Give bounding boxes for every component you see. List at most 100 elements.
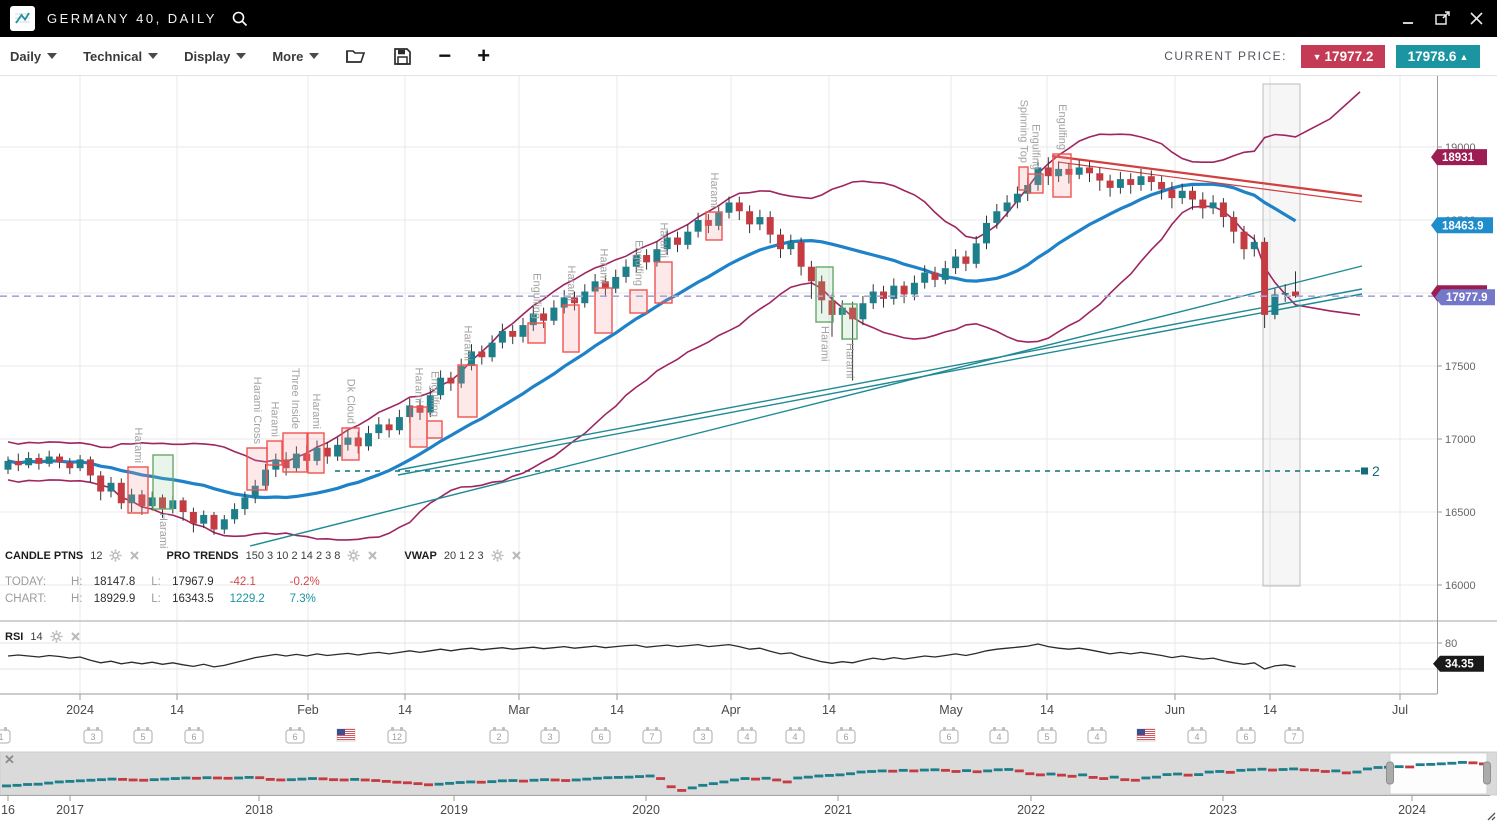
svg-text:17500: 17500 bbox=[1445, 361, 1476, 373]
chart-stats-row: CHART: H: 18929.9 L: 16343.5 1229.2 7.3% bbox=[5, 593, 316, 605]
more-menu[interactable]: More bbox=[272, 49, 320, 64]
chevron-down-icon bbox=[47, 53, 58, 59]
svg-text:14: 14 bbox=[1040, 703, 1054, 717]
svg-text:2024: 2024 bbox=[66, 703, 94, 717]
indicator-name: VWAP bbox=[404, 549, 437, 562]
calendar-event-icon[interactable]: 6 bbox=[591, 727, 611, 744]
calendar-event-icon[interactable]: 7 bbox=[642, 727, 662, 744]
pattern-label: Harami bbox=[269, 402, 281, 437]
open-folder-icon[interactable] bbox=[345, 47, 367, 65]
today-low: 17967.9 bbox=[172, 576, 214, 588]
pattern-box bbox=[341, 427, 360, 461]
calendar-event-icon[interactable]: 12 bbox=[387, 727, 407, 744]
pattern-label: Engulfing bbox=[633, 240, 645, 286]
svg-text:4: 4 bbox=[792, 732, 797, 742]
price-badge bbox=[1435, 289, 1495, 306]
zoom-out-button[interactable]: − bbox=[438, 43, 452, 68]
pattern-label: Harami Cross bbox=[251, 377, 263, 445]
zoom-in-button[interactable]: + bbox=[477, 43, 491, 68]
technical-menu[interactable]: Technical bbox=[83, 49, 159, 64]
price-badge bbox=[1431, 217, 1493, 234]
calendar-event-icon[interactable]: 1 bbox=[0, 727, 11, 744]
arrow-down-icon: ▼ bbox=[1312, 52, 1322, 62]
today-change: -42.1 bbox=[229, 576, 256, 588]
economic-calendar-row[interactable]: 1 3 5 6 6 12 2 3 6 7 3 4 4 6 6 4 5 4 4 6 7 bbox=[0, 727, 1304, 744]
svg-text:7: 7 bbox=[1291, 732, 1296, 742]
remove-indicator-icon[interactable] bbox=[129, 550, 140, 561]
remove-indicator-icon[interactable] bbox=[367, 550, 378, 561]
calendar-event-icon[interactable]: 2 bbox=[489, 727, 509, 744]
calendar-event-icon[interactable]: 3 bbox=[693, 727, 713, 744]
pattern-box bbox=[841, 303, 858, 340]
sell-price-button[interactable]: ▼ 17977.2 bbox=[1301, 44, 1385, 68]
settings-gear-icon[interactable] bbox=[347, 549, 360, 562]
calendar-event-icon[interactable]: 6 bbox=[1236, 727, 1256, 744]
svg-text:16000: 16000 bbox=[1445, 580, 1476, 592]
buy-price-button[interactable]: 17978.6 ▲ bbox=[1396, 44, 1480, 68]
pattern-box bbox=[705, 211, 723, 241]
pattern-box bbox=[246, 447, 268, 491]
navigator-selection[interactable] bbox=[1389, 752, 1488, 795]
range-navigator[interactable]: 16 2017 2018 2019 2020 2021 2022 2023 2024 bbox=[0, 751, 1497, 817]
calendar-event-icon[interactable]: 4 bbox=[1087, 727, 1107, 744]
us-flag-icon[interactable] bbox=[336, 728, 356, 742]
calendar-event-icon[interactable]: 5 bbox=[133, 727, 153, 744]
navigator-handle[interactable] bbox=[1386, 761, 1394, 785]
svg-text:14: 14 bbox=[610, 703, 624, 717]
pattern-label: Spinning Top bbox=[1018, 100, 1030, 163]
indicator-params: 150 3 10 2 14 2 3 8 bbox=[245, 549, 341, 562]
svg-text:6: 6 bbox=[191, 732, 196, 742]
svg-text:2018: 2018 bbox=[245, 803, 273, 817]
calendar-event-icon[interactable]: 6 bbox=[836, 727, 856, 744]
calendar-event-icon[interactable]: 4 bbox=[1187, 727, 1207, 744]
pattern-box bbox=[409, 406, 428, 448]
title-bar: GERMANY 40, DAILY bbox=[0, 0, 1497, 37]
timeframe-menu[interactable]: Daily bbox=[10, 49, 58, 64]
navigator-handle[interactable] bbox=[1483, 761, 1491, 785]
svg-text:2017: 2017 bbox=[56, 803, 84, 817]
gridlines bbox=[0, 75, 1437, 694]
pattern-label: Harami bbox=[819, 326, 831, 361]
resize-grip[interactable] bbox=[1487, 812, 1496, 821]
calendar-event-icon[interactable]: 3 bbox=[83, 727, 103, 744]
stats-label: TODAY: bbox=[5, 576, 47, 588]
calendar-event-icon[interactable]: 6 bbox=[184, 727, 204, 744]
today-session-band bbox=[1262, 83, 1301, 587]
remove-indicator-icon[interactable] bbox=[70, 631, 81, 642]
calendar-event-icon[interactable]: 7 bbox=[1284, 727, 1304, 744]
candle-patterns-indicator: CANDLE PTNS 12 bbox=[5, 549, 140, 562]
svg-text:4: 4 bbox=[744, 732, 749, 742]
remove-indicator-icon[interactable] bbox=[511, 550, 522, 561]
save-icon[interactable] bbox=[393, 47, 412, 66]
us-flag-icon[interactable] bbox=[1136, 728, 1156, 742]
settings-gear-icon[interactable] bbox=[50, 630, 63, 643]
pattern-label: Harami bbox=[708, 173, 720, 208]
calendar-event-icon[interactable]: 6 bbox=[939, 727, 959, 744]
svg-text:14: 14 bbox=[170, 703, 184, 717]
settings-gear-icon[interactable] bbox=[109, 549, 122, 562]
candlestick-series[interactable] bbox=[4, 157, 1300, 535]
chevron-down-icon bbox=[309, 53, 320, 59]
display-menu[interactable]: Display bbox=[184, 49, 247, 64]
close-button[interactable] bbox=[1467, 10, 1485, 28]
popout-button[interactable] bbox=[1433, 10, 1451, 28]
calendar-event-icon[interactable]: 5 bbox=[1037, 727, 1057, 744]
calendar-event-icon[interactable]: 4 bbox=[989, 727, 1009, 744]
search-icon[interactable] bbox=[231, 10, 249, 28]
calendar-event-icon[interactable]: 4 bbox=[737, 727, 757, 744]
svg-text:5: 5 bbox=[140, 732, 145, 742]
pattern-label: Engulfing bbox=[531, 273, 543, 319]
calendar-event-icon[interactable]: 3 bbox=[540, 727, 560, 744]
pattern-label: Harami bbox=[598, 249, 610, 284]
svg-text:18931: 18931 bbox=[1442, 152, 1475, 164]
trend-lines bbox=[249, 154, 1363, 547]
settings-gear-icon[interactable] bbox=[491, 549, 504, 562]
calendar-event-icon[interactable]: 4 bbox=[785, 727, 805, 744]
svg-text:6: 6 bbox=[946, 732, 951, 742]
calendar-event-icon[interactable]: 6 bbox=[285, 727, 305, 744]
svg-text:12: 12 bbox=[392, 732, 402, 742]
indicator-params: 14 bbox=[30, 630, 43, 643]
minimize-button[interactable] bbox=[1399, 10, 1417, 28]
navigator-close-icon[interactable]: ✕ bbox=[4, 752, 15, 767]
